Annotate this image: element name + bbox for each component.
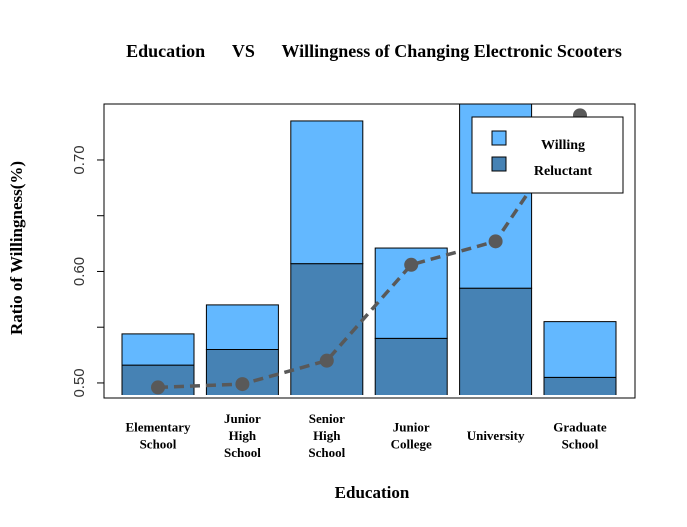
x-tick-label: School	[224, 445, 261, 460]
bar-segment	[459, 287, 533, 395]
y-tick-label: 0.60	[71, 257, 88, 286]
bar-segment	[205, 304, 279, 351]
x-axis-label: Education	[335, 483, 410, 502]
x-tick-label: Junior	[224, 411, 261, 426]
x-tick-label: Senior	[309, 411, 345, 426]
trend-point	[488, 234, 503, 249]
x-tick-label: Graduate	[553, 419, 607, 434]
legend-label: Reluctant	[534, 164, 593, 179]
y-tick-label: 0.70	[71, 145, 88, 174]
trend-point	[151, 380, 165, 395]
x-tick-label: School	[140, 436, 177, 451]
legend-swatch	[491, 156, 507, 172]
trend-point	[235, 377, 250, 392]
x-tick-label: University	[467, 428, 525, 443]
legend-box	[471, 116, 624, 194]
trend-line	[157, 114, 582, 390]
x-tick-label: High	[313, 428, 341, 443]
bar-segment	[543, 376, 617, 395]
legend-swatch	[491, 130, 507, 146]
plot-frame	[103, 103, 636, 399]
bar-segment	[290, 120, 364, 265]
legend-label: Willing	[541, 138, 585, 153]
bar-segment	[290, 263, 364, 395]
trend-point	[319, 353, 334, 368]
x-tick-label: Junior	[393, 419, 430, 434]
y-tick-label: 0.50	[71, 368, 88, 397]
x-tick-label: College	[391, 436, 432, 451]
trend-point	[404, 257, 419, 272]
chart-title: Education VS Willingness of Changing Ele…	[126, 41, 622, 61]
x-tick-label: Elementary	[126, 419, 191, 434]
bars	[121, 104, 617, 395]
x-tick-label: High	[229, 428, 257, 443]
bar-segment	[121, 333, 195, 366]
bar-segment	[543, 321, 617, 378]
x-tick-label: School	[308, 445, 345, 460]
y-axis-label: Ratio of Willingness(%)	[7, 161, 26, 335]
overlay: Willing Reluctant	[151, 108, 624, 395]
x-tick-label: School	[562, 436, 599, 451]
